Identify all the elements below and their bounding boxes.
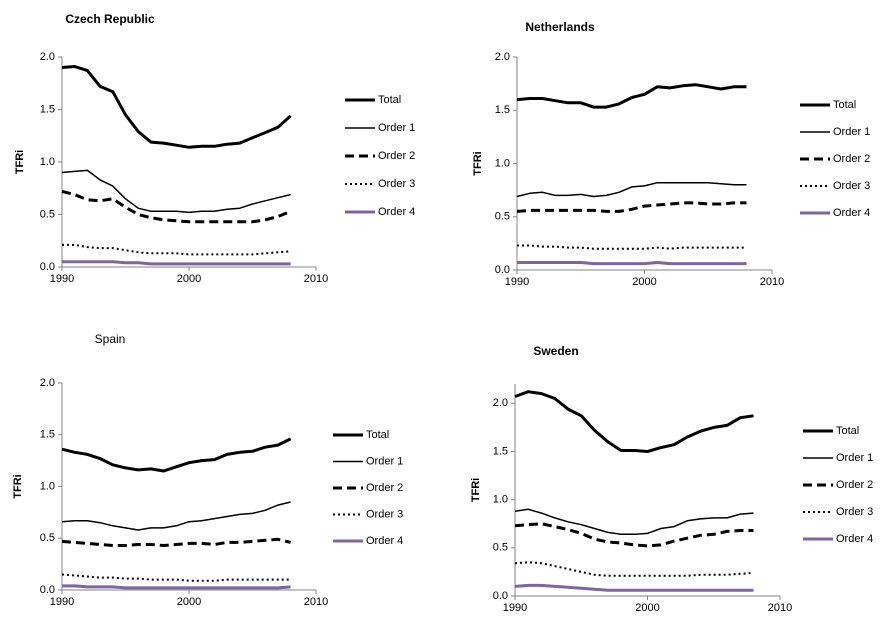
legend-label: Order 4 (836, 533, 873, 545)
y-tick-label: 0.5 (495, 211, 510, 223)
chart-title: Sweden (533, 344, 578, 358)
chart-title: Netherlands (525, 20, 595, 34)
legend-label: Order 1 (378, 122, 415, 134)
y-axis-label: TFRi (14, 150, 26, 174)
chart-title: Czech Republic (65, 12, 155, 26)
x-tick-label: 1990 (50, 596, 74, 608)
y-tick-label: 1.5 (40, 429, 55, 441)
y-tick-label: 0.0 (493, 590, 508, 602)
series-line (514, 508, 754, 536)
series-line (62, 584, 291, 590)
series-line (514, 561, 754, 577)
series-line (516, 83, 747, 109)
y-tick-label: 0.5 (40, 208, 55, 220)
series-line (516, 201, 747, 213)
series-line (61, 169, 291, 214)
y-tick-label: 2.0 (40, 377, 55, 389)
legend-label: Total (833, 99, 856, 111)
series-line (514, 522, 754, 548)
legend-label: Order 2 (366, 482, 403, 494)
series-line (62, 260, 291, 266)
series-line (517, 244, 747, 250)
legend-label: Total (378, 94, 401, 106)
y-tick-label: 2.0 (495, 51, 510, 63)
x-tick-label: 1990 (505, 276, 529, 288)
legend-label: Order 4 (366, 535, 403, 547)
x-tick-label: 2000 (632, 276, 656, 288)
y-tick-label: 1.0 (493, 494, 508, 506)
legend-label: Order 2 (836, 479, 873, 491)
legend-label: Order 1 (366, 455, 403, 467)
y-tick-label: 1.5 (495, 104, 510, 116)
series-line (61, 537, 291, 547)
y-tick-label: 0.0 (40, 261, 55, 273)
y-tick-label: 2.0 (40, 51, 55, 63)
y-tick-label: 1.0 (495, 157, 510, 169)
y-tick-label: 0.5 (40, 532, 55, 544)
x-tick-label: 1990 (50, 273, 74, 285)
series-line (516, 181, 747, 198)
y-tick-label: 1.5 (493, 445, 508, 457)
x-tick-label: 2000 (635, 602, 659, 614)
legend-label: Order 2 (833, 153, 870, 165)
series-line (62, 243, 291, 256)
legend-label: Order 3 (836, 506, 873, 518)
legend-label: Order 4 (833, 207, 870, 219)
series-line (61, 65, 292, 149)
legend-label: Order 2 (378, 150, 415, 162)
x-tick-label: 2010 (304, 273, 328, 285)
series-line (61, 189, 292, 224)
y-axis-label: TFRi (472, 151, 484, 175)
series-line (514, 390, 754, 453)
series-line (61, 573, 291, 582)
legend-label: Order 3 (378, 178, 415, 190)
legend-label: Total (366, 429, 389, 441)
legend-label: Order 1 (833, 126, 870, 138)
y-tick-label: 0.5 (493, 542, 508, 554)
x-tick-label: 2000 (177, 273, 201, 285)
y-tick-label: 1.5 (40, 103, 55, 115)
legend-label: Order 4 (378, 206, 415, 218)
chart-title: Spain (95, 332, 126, 346)
y-axis-label: TFRi (470, 478, 482, 502)
y-axis-label: TFRi (12, 474, 24, 498)
y-tick-label: 2.0 (493, 397, 508, 409)
series-line (514, 583, 754, 592)
series-line (517, 261, 747, 266)
legend-label: Order 3 (366, 508, 403, 520)
x-tick-label: 2000 (177, 596, 201, 608)
x-tick-label: 2010 (768, 602, 792, 614)
x-tick-label: 2010 (304, 596, 328, 608)
y-tick-label: 0.0 (40, 584, 55, 596)
y-tick-label: 0.0 (495, 264, 510, 276)
legend-label: Order 1 (836, 452, 873, 464)
series-line (61, 501, 291, 531)
x-tick-label: 2010 (760, 276, 784, 288)
y-tick-label: 1.0 (40, 156, 55, 168)
legend-label: Total (836, 425, 859, 437)
legend-label: Order 3 (833, 180, 870, 192)
x-tick-label: 1990 (503, 602, 527, 614)
series-line (61, 437, 292, 473)
y-tick-label: 1.0 (40, 480, 55, 492)
